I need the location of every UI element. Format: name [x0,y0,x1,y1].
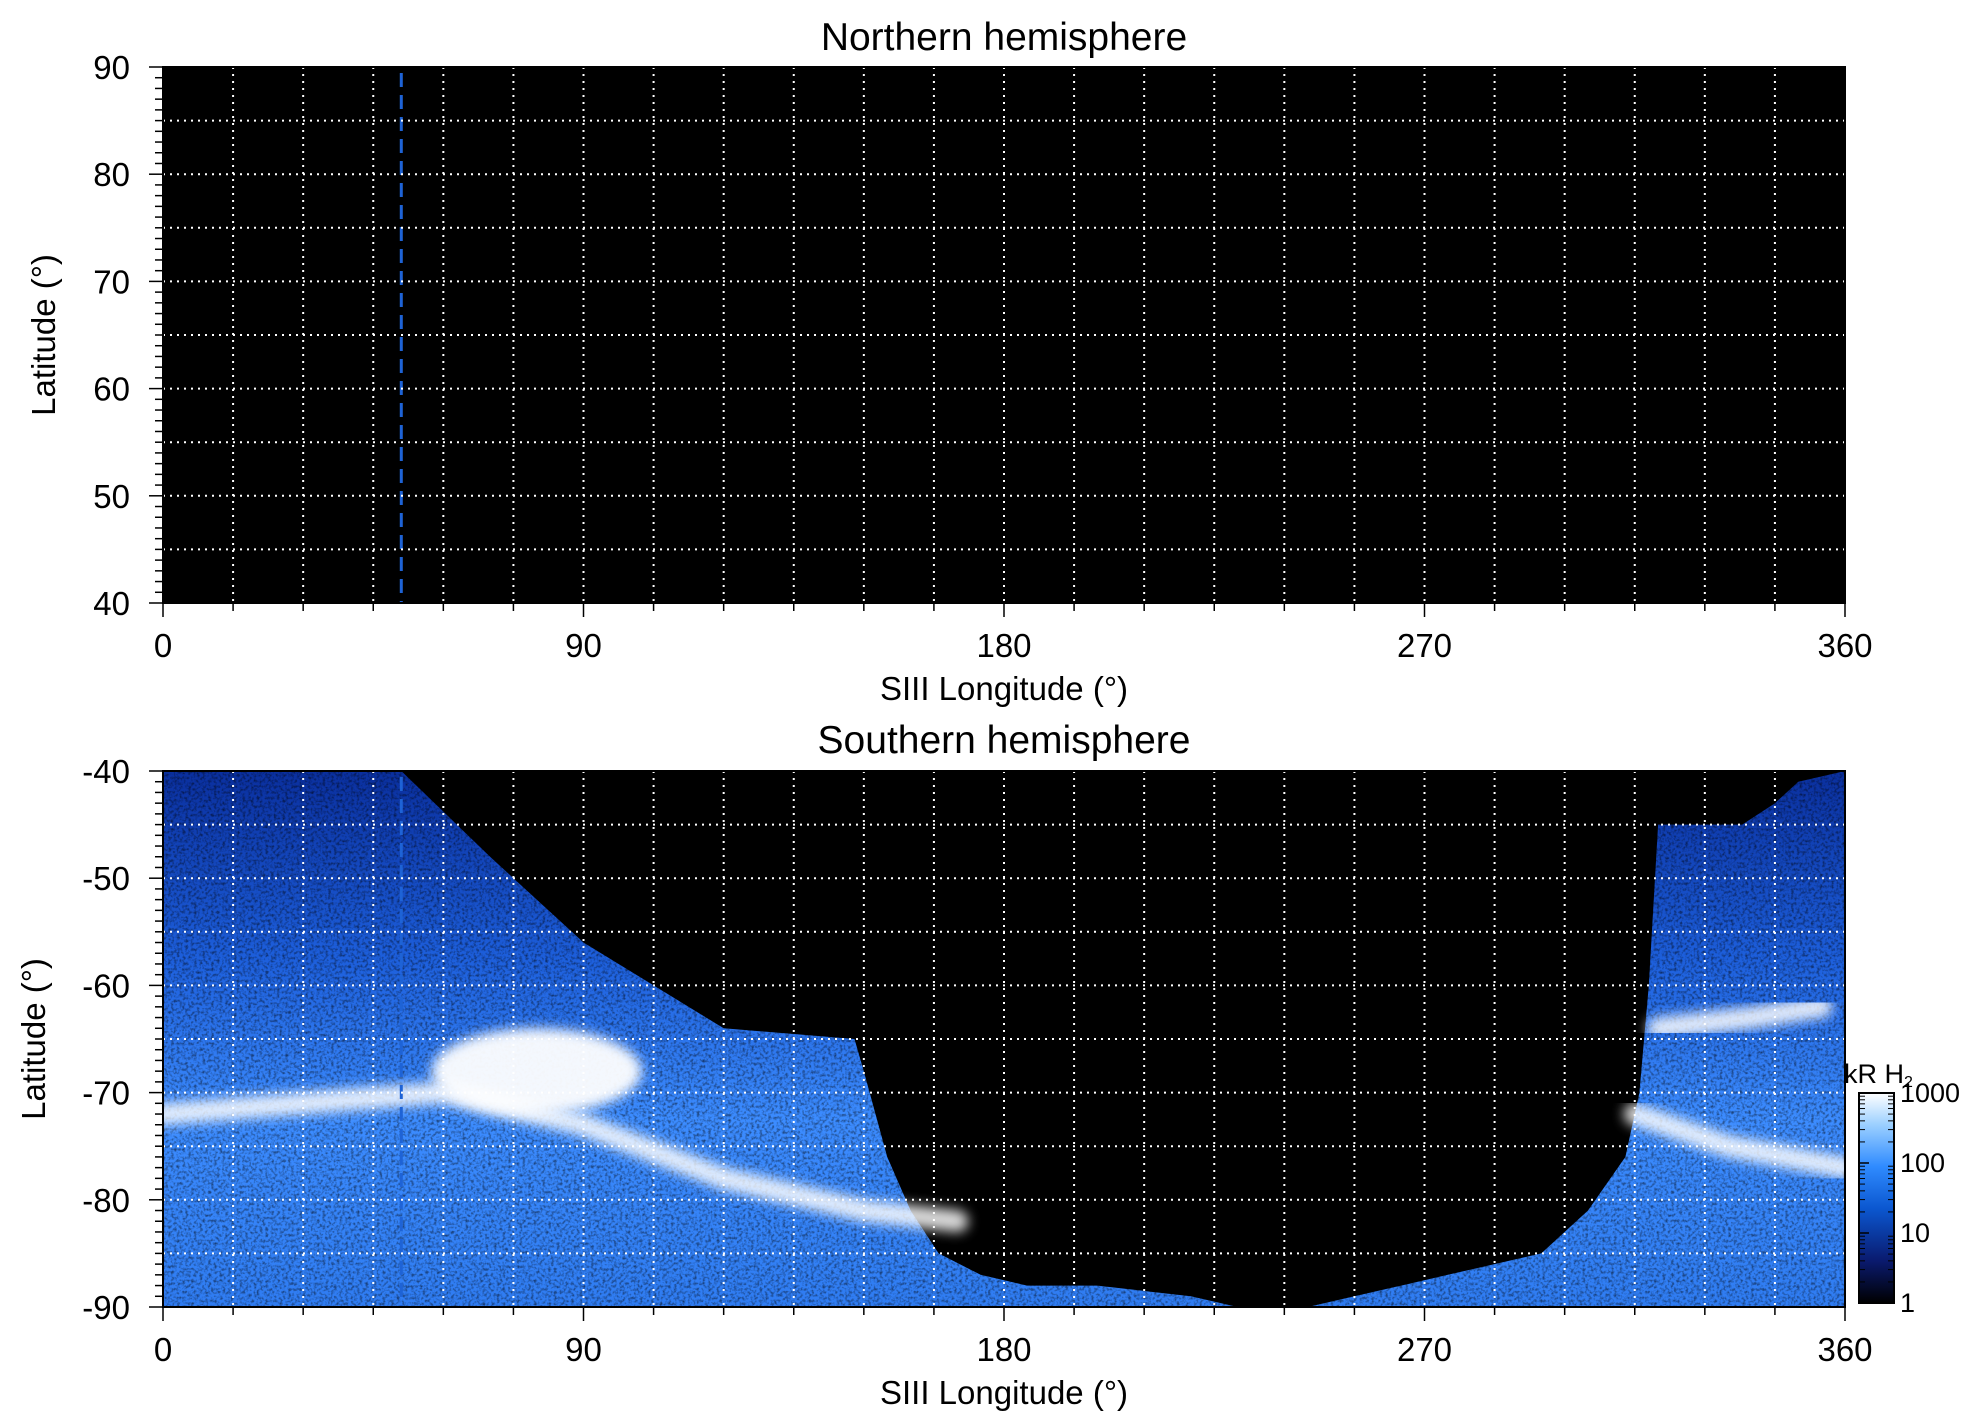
colorbar-ticks: 1 10 100 1000 [1859,1078,1960,1318]
south-emission-map [163,771,1845,1307]
south-title: Southern hemisphere [818,719,1191,762]
southern-hemisphere-panel: Southern hemisphere 0 90 180 270 360 -90-80-… [15,719,1873,1411]
y-tick-label: 60 [93,371,130,408]
x-tick-label: 0 [154,1331,172,1368]
y-tick-label: 40 [93,585,130,622]
y-tick-label: -50 [82,860,130,897]
y-tick-label: -90 [82,1289,130,1326]
y-tick-label: -60 [82,967,130,1004]
x-tick-label: 0 [154,627,172,664]
south-axes [149,770,1846,1321]
x-tick-label: 90 [565,1331,602,1368]
colorbar-label-subscript: 2 [1904,1074,1913,1091]
colorbar-tick-label: 1 [1900,1288,1915,1318]
colorbar-tick-label: 1000 [1900,1078,1960,1108]
emission-bright-patch [431,1028,642,1115]
north-x-axis-label: SIII Longitude (°) [880,670,1128,707]
south-y-axis-label: Latitude (°) [15,958,52,1120]
emission-right-arc [1647,995,1833,1040]
y-tick-label: 50 [93,478,130,515]
y-tick-label: 80 [93,156,130,193]
y-tick-label: -70 [82,1075,130,1112]
colorbar: kR H2 1 10 100 1000 [1844,1059,1960,1318]
x-tick-label: 360 [1817,627,1872,664]
south-x-axis-label: SIII Longitude (°) [880,1374,1128,1411]
y-tick-label: -80 [82,1182,130,1219]
north-grid [163,67,1845,603]
north-y-axis-label: Latitude (°) [25,254,62,416]
north-title: Northern hemisphere [821,16,1187,59]
coverage-texture-left-region [163,771,1238,1307]
south-x-tick-labels: 0 90 180 270 360 [154,1331,1873,1368]
emission-right-oval-band [1623,1103,1845,1179]
colorbar-tick-label: 10 [1900,1218,1930,1248]
south-grid [163,771,1845,1307]
x-tick-label: 270 [1397,627,1452,664]
y-tick-label: 90 [93,49,130,86]
x-tick-label: 270 [1397,1331,1452,1368]
y-tick-label: 70 [93,263,130,300]
x-tick-label: 360 [1817,1331,1872,1368]
colorbar-label-main: kR H [1844,1059,1904,1089]
north-x-tick-labels: 0 90 180 270 360 [154,627,1873,664]
north-y-tick-labels: 40 50 60 70 80 90 [93,49,130,622]
colorbar-scale [1858,1092,1895,1304]
x-tick-label: 180 [976,627,1031,664]
coverage-texture-right-region [1307,771,1845,1307]
northern-hemisphere-panel: Northern hemisphere 0 90 180 270 360 40 50 60 7… [25,16,1873,707]
north-axes [149,66,1846,617]
colorbar-tick-label: 100 [1900,1148,1945,1178]
y-tick-label: -40 [82,753,130,790]
emission-main-oval-band [163,1081,969,1233]
x-tick-label: 90 [565,627,602,664]
x-tick-label: 180 [976,1331,1031,1368]
south-y-tick-labels: -90 -80 -70 -60 -50 -40 [82,753,130,1326]
colorbar-label: kR H2 [1844,1059,1913,1091]
